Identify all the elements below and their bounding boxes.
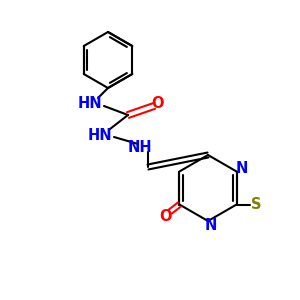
Text: HN: HN bbox=[88, 128, 112, 142]
Text: N: N bbox=[236, 161, 248, 176]
Text: HN: HN bbox=[78, 97, 102, 112]
Text: O: O bbox=[152, 97, 164, 112]
Text: O: O bbox=[159, 209, 172, 224]
Text: N: N bbox=[205, 218, 217, 233]
Text: NH: NH bbox=[128, 140, 152, 155]
Text: S: S bbox=[251, 197, 262, 212]
